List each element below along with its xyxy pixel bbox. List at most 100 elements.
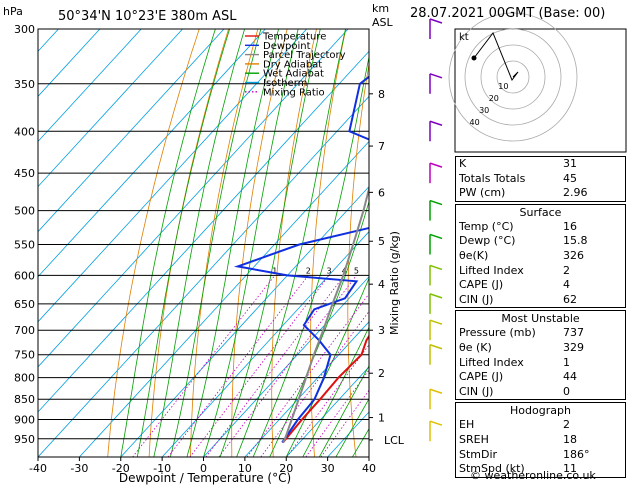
x-tick-label: -40 <box>29 462 47 475</box>
hodograph-ring <box>448 12 578 142</box>
legend-label: Dewpoint <box>263 41 311 52</box>
surface-row: Lifted Index 2 <box>456 264 625 279</box>
mixing-ratio-line <box>320 389 369 457</box>
pressure-tick-label: 350 <box>14 78 35 91</box>
index-label: Totals Totals <box>459 171 526 185</box>
wet-adiabat-line <box>302 326 369 457</box>
x-tick-label: 0 <box>200 462 207 475</box>
km-tick-label: LCL <box>384 434 405 447</box>
dry-adiabat-line <box>148 29 229 457</box>
legend-label: Parcel Trajectory <box>263 50 346 61</box>
most-unstable-label: CAPE (J) <box>459 370 504 384</box>
legend-label: Isotherm <box>263 78 307 89</box>
asl-unit-label: ASL <box>372 16 394 29</box>
hodograph-stat-label: StmDir <box>459 447 498 461</box>
most-unstable-label: Lifted Index <box>459 355 524 369</box>
surface-row: θe(K) 326 <box>456 249 625 264</box>
surface-value: 4 <box>563 278 570 292</box>
mixing-ratio-tick-label: 15 <box>415 266 425 275</box>
pressure-tick-label: 600 <box>14 269 35 282</box>
hodograph-storm-motion <box>471 55 477 61</box>
axes: 3003504004505005506006507007508008509009… <box>14 23 405 475</box>
pressure-tick-label: 550 <box>14 238 35 251</box>
isotherm-line <box>38 29 183 188</box>
mixing-ratio-tick-label: 5 <box>354 266 359 275</box>
x-tick-label: -30 <box>70 462 88 475</box>
hodograph-frame <box>454 28 627 153</box>
km-tick-label: 7 <box>378 140 385 153</box>
surface-label: θe(K) <box>459 248 489 262</box>
surface-label: Temp (°C) <box>459 219 514 233</box>
location-label: 50°34'N 10°23'E 380m ASL <box>58 9 237 24</box>
wet-adiabat-line <box>318 364 369 457</box>
index-label: K <box>459 157 467 170</box>
hodograph-stat-row: SREH 18 <box>456 433 625 448</box>
isotherm-line <box>38 29 308 323</box>
km-tick-label: 8 <box>378 88 385 101</box>
isotherm-line <box>38 29 349 368</box>
km-tick-label: 4 <box>378 278 385 291</box>
wind-barb-flag <box>429 264 443 271</box>
most-unstable-row: Lifted Index 1 <box>456 356 625 371</box>
mixing-ratio-tick-label: 2 <box>306 266 311 275</box>
most-unstable-label: Pressure (mb) <box>459 326 536 340</box>
mixing-ratio-axis-label: Mixing Ratio (g/kg) <box>388 231 401 335</box>
mixing-ratio-line <box>260 310 369 457</box>
km-tick-label: 3 <box>378 324 385 337</box>
most-unstable-box: Most Unstable Pressure (mb) 737 θe (K) 329 L… <box>455 310 626 401</box>
km-unit-label: km <box>372 2 389 15</box>
km-tick-label: 6 <box>378 186 385 199</box>
isotherm-line <box>79 140 369 457</box>
most-unstable-label: CIN (J) <box>459 384 494 398</box>
wind-barb-flag <box>429 162 443 168</box>
most-unstable-row: Pressure (mb) 737 <box>456 326 625 341</box>
stats-panel: K 31 Totals Totals 45 PW (cm) 2.96 Surface Te… <box>455 156 626 480</box>
surface-value: 326 <box>563 248 584 262</box>
wet-adiabat-line <box>153 29 245 457</box>
pressure-tick-label: 450 <box>14 167 35 180</box>
pressure-tick-label: 800 <box>14 372 35 385</box>
wind-barb-flag <box>429 420 443 426</box>
pressure-tick-label: 400 <box>14 125 35 138</box>
surface-row: CIN (J) 62 <box>456 293 625 308</box>
hodograph-stat-value: 186° <box>563 447 590 461</box>
legend-label: Mixing Ratio <box>263 87 325 98</box>
most-unstable-title: Most Unstable <box>501 312 580 326</box>
surface-value: 2 <box>563 263 570 277</box>
surface-box: Surface Temp (°C) 16 Dewp (°C) 15.8 θe(K) 326… <box>455 203 626 309</box>
hodograph-stat-value: 18 <box>563 432 577 446</box>
index-value: 2.96 <box>563 186 588 200</box>
most-unstable-row: θe (K) 329 <box>456 341 625 356</box>
isotherm-line <box>38 29 142 143</box>
series-dewpoint <box>233 75 369 444</box>
isotherm-line <box>161 231 369 457</box>
isotherm-line <box>38 95 369 457</box>
hodograph-stat-label: EH <box>459 418 475 432</box>
most-unstable-value: 1 <box>563 355 570 369</box>
wind-barb-flag <box>429 344 443 350</box>
x-tick-label: 30 <box>321 462 335 475</box>
km-tick-label: 5 <box>378 235 385 248</box>
index-value: 31 <box>563 157 577 170</box>
x-tick-label: 20 <box>279 462 293 475</box>
isotherm-line <box>38 29 225 233</box>
wind-barb-flag <box>429 319 443 325</box>
surface-value: 62 <box>563 292 577 306</box>
hodograph-title: Hodograph <box>510 404 571 418</box>
surface-label: CAPE (J) <box>459 278 504 292</box>
surface-row: Temp (°C) 16 <box>456 220 625 235</box>
x-tick-label: 10 <box>238 462 252 475</box>
mixing-ratio-tick-label: 8 <box>380 266 385 275</box>
series-temperature <box>282 334 369 444</box>
wet-adiabat-line <box>335 398 369 457</box>
pressure-tick-label: 900 <box>14 414 35 427</box>
surface-value: 16 <box>563 219 577 233</box>
pressure-tick-label: 500 <box>14 205 35 218</box>
dry-adiabat-line <box>347 61 369 457</box>
mixing-ratio-line <box>189 275 330 457</box>
mixing-ratio-line <box>305 369 369 457</box>
surface-value: 15.8 <box>563 234 588 248</box>
mixing-ratio-tick-label: 1 <box>272 266 277 275</box>
